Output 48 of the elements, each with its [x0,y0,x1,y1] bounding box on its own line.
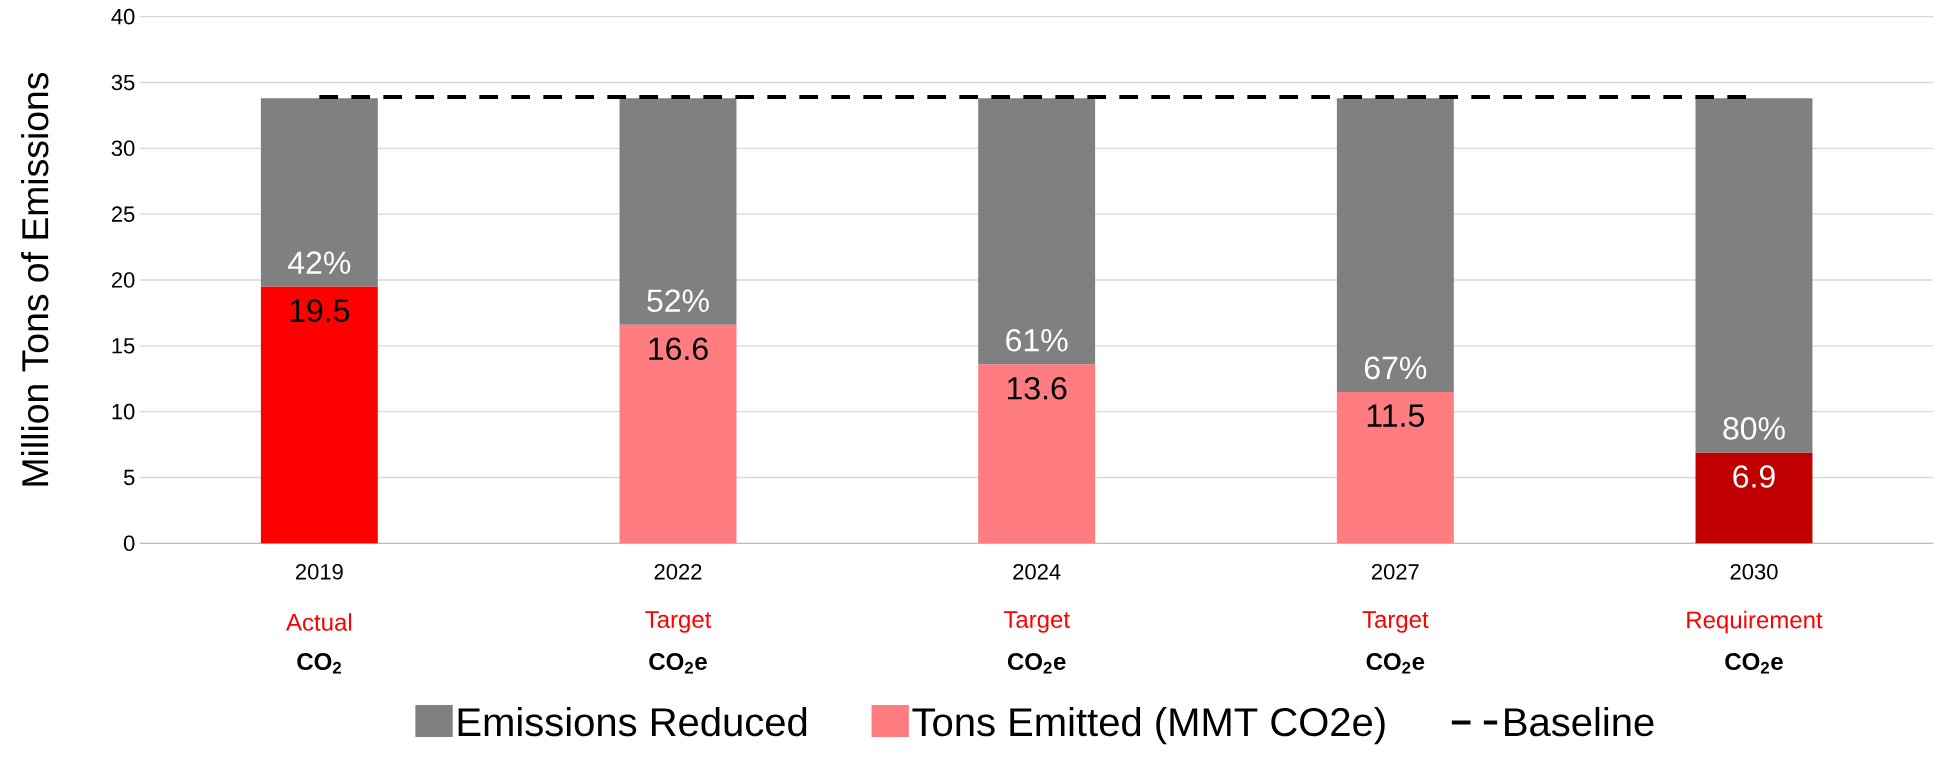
text: Target [1003,611,1070,633]
annotation: 67% [1364,356,1427,380]
data-label: 13.6 [1007,376,1067,400]
bar [978,98,1096,365]
legend-label: Tons Emitted (MMT CO2e) [912,706,1385,745]
bar [260,286,378,544]
annotation: 61% [1006,328,1068,352]
x-tick-label: 2027 [1371,564,1419,580]
text: Actual [286,613,352,631]
bar [978,364,1096,544]
text: Target [645,611,712,633]
bar [260,98,378,287]
text: CO$_{2}$ [297,653,341,674]
bar [1336,98,1454,392]
y-tick-label: 25 [111,206,135,222]
text: CO$_{2}$e [649,653,707,674]
data-label: 6.9 [1733,465,1775,488]
x-tick-label: 2019 [295,564,343,580]
annotation: 80% [1723,417,1785,440]
data-label: 11.5 [1367,404,1424,427]
y-tick-label: 40 [111,8,135,25]
y-tick-label: 35 [111,74,135,91]
text: Requirement [1687,610,1823,634]
x-tick-label: 2030 [1730,564,1778,580]
text: CO$_{2}$e [1007,653,1066,674]
y-tick-label: 10 [112,403,135,420]
bar [619,324,737,544]
text: CO$_{2}$e [1725,653,1783,674]
x-tick-label: 2024 [1013,564,1061,580]
bar [1695,452,1813,544]
data-label: 16.6 [649,337,708,361]
text: CO$_{2}$e [1366,653,1425,674]
legend-label: Emissions Reduced [458,706,807,737]
y-tick-label: 15 [112,338,135,354]
y-tick-label: 0 [123,535,135,552]
bar [1695,98,1813,453]
y-tick-label: 20 [111,272,135,288]
x-tick-label: 2022 [654,564,702,580]
y-axis-title: Million Tons of Emissions [21,72,49,486]
bar [619,98,737,325]
y-tick-label: 30 [111,140,135,157]
legend-label: Baseline [1505,706,1654,737]
annotation: 42% [288,251,351,274]
y-tick-label: 5 [123,469,135,486]
data-label: 19.5 [290,299,350,322]
bar [1336,391,1454,544]
text: Target [1362,611,1429,633]
annotation: 52% [647,289,709,313]
